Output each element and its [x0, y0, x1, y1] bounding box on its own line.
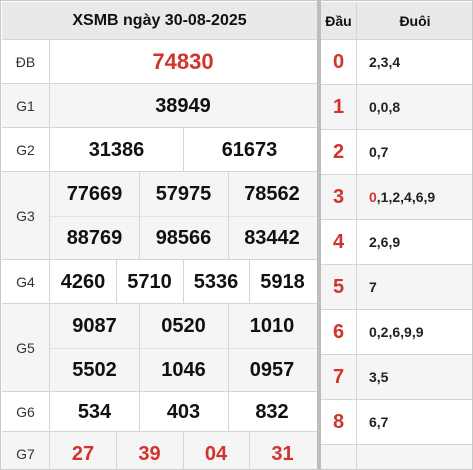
loto-tail: 0,7	[369, 144, 389, 160]
loto-tail: 7	[369, 279, 377, 295]
loto-head: 3	[321, 175, 357, 219]
loto-tail: 0,0,8	[369, 99, 401, 115]
prize-number: 88769	[66, 226, 123, 249]
loto-head: 5	[321, 265, 357, 309]
table-divider	[317, 1, 321, 469]
loto-row: 9	[321, 445, 472, 469]
prize-label: G3	[2, 172, 50, 259]
prize-row-g4: G4 4260 5710 5336 5918	[2, 260, 317, 304]
prize-number: 0957	[249, 358, 295, 381]
head-column-label: Đầu	[321, 2, 357, 40]
prize-number: 5918	[260, 270, 305, 293]
loto-head: 2	[321, 130, 357, 174]
tail-column-label: Đuôi	[399, 13, 431, 29]
prize-number: 04	[204, 442, 228, 465]
prize-number: 5336	[193, 270, 239, 293]
prize-row-g6: G6 534 403 832	[2, 392, 317, 432]
prize-label: G7	[2, 432, 50, 469]
prize-number: 57975	[155, 182, 212, 205]
prize-number: 98566	[155, 226, 212, 249]
prize-number: 9087	[72, 314, 117, 337]
prize-number: 78562	[244, 182, 300, 205]
prize-row-g7: G7 27 39 04 31	[2, 432, 317, 469]
prize-number: 27	[71, 442, 95, 465]
prize-number: 31386	[88, 138, 145, 161]
prize-table: XSMB ngày 30-08-2025 ĐB 74830 G1 38949 G…	[2, 2, 317, 469]
loto-head: 8	[321, 400, 357, 444]
loto-tail: 0,2,6,9,9	[369, 324, 424, 340]
prize-number: 1046	[161, 358, 206, 381]
loto-head: 1	[321, 85, 357, 129]
special-prize-number: 74830	[152, 49, 214, 74]
loto-head: 7	[321, 355, 357, 399]
prize-number: 1010	[249, 314, 295, 337]
prize-number: 61673	[221, 138, 278, 161]
prize-label: G1	[2, 84, 50, 127]
loto-head: 4	[321, 220, 357, 264]
prize-number: 38949	[155, 94, 211, 117]
loto-tail: 6,7	[369, 414, 389, 430]
prize-number: 31	[271, 442, 294, 465]
prize-label: G5	[2, 304, 50, 391]
prize-number: 0520	[161, 314, 206, 337]
loto-table: Đầu Đuôi 0 2,3,4 1 0,0,8 2 0,7 3 0,1,2,4…	[321, 2, 472, 469]
loto-head: 0	[321, 40, 357, 84]
table-title: XSMB ngày 30-08-2025	[2, 2, 317, 40]
prize-number: 832	[255, 400, 289, 423]
loto-row: 7 3,5	[321, 355, 472, 400]
prize-row-db: ĐB 74830	[2, 40, 317, 84]
loto-row: 8 6,7	[321, 400, 472, 445]
loto-row: 4 2,6,9	[321, 220, 472, 265]
prize-label: ĐB	[2, 40, 50, 83]
loto-tail: 3,5	[369, 369, 389, 385]
loto-row: 5 7	[321, 265, 472, 310]
loto-row: 0 2,3,4	[321, 40, 472, 85]
prize-label: G6	[2, 392, 50, 431]
loto-tail: 2,3,4	[369, 54, 401, 70]
prize-number: 77669	[66, 182, 123, 205]
prize-number: 403	[166, 400, 201, 423]
prize-label: G2	[2, 128, 50, 171]
loto-head: 9	[321, 445, 357, 469]
prize-row-g3: G3 77669 57975 78562 88769 98566 83442	[2, 172, 317, 260]
prize-number: 534	[77, 400, 112, 423]
prize-number: 5502	[72, 358, 117, 381]
prize-row-g2: G2 31386 61673	[2, 128, 317, 172]
loto-row: 1 0,0,8	[321, 85, 472, 130]
loto-tail: 0,1,2,4,6,9	[369, 189, 436, 205]
prize-number: 4260	[60, 270, 106, 293]
loto-header: Đầu Đuôi	[321, 2, 472, 40]
loto-row: 2 0,7	[321, 130, 472, 175]
loto-row: 3 0,1,2,4,6,9	[321, 175, 472, 220]
loto-row: 6 0,2,6,9,9	[321, 310, 472, 355]
loto-head: 6	[321, 310, 357, 354]
prize-row-g5: G5 9087 0520 1010 5502 1046 0957	[2, 304, 317, 392]
prize-number: 5710	[127, 270, 172, 293]
loto-tail: 2,6,9	[369, 234, 401, 250]
prize-number: 83442	[244, 226, 300, 249]
prize-label: G4	[2, 260, 50, 303]
prize-row-g1: G1 38949	[2, 84, 317, 128]
prize-number: 39	[138, 442, 161, 465]
